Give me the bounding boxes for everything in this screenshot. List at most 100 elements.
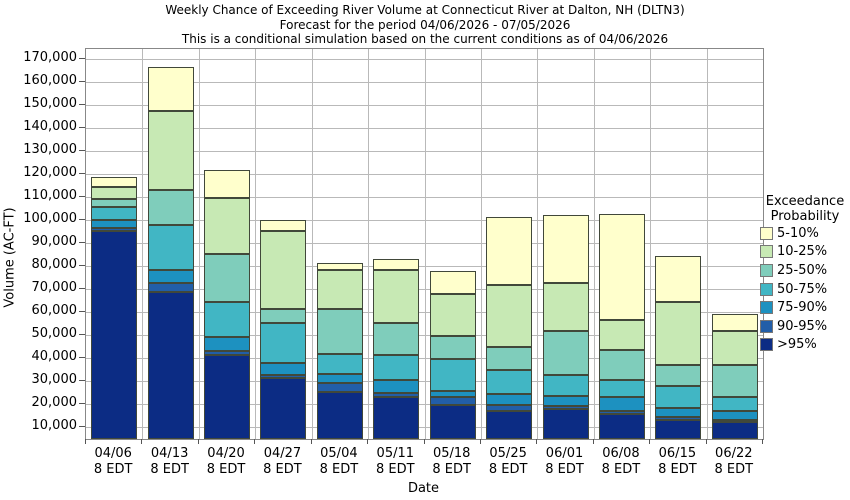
x-gridline [424,49,426,439]
legend-item: 50-75% [760,280,850,299]
y-tick-label: 30,000 [31,371,78,387]
x-gridline [255,49,257,439]
x-tick-label-date: 04/13 [150,446,189,461]
y-tick-label: 50,000 [31,325,78,341]
x-gridline [706,49,708,439]
bar-segment->95% [598,414,645,439]
bar-segment-10-25% [147,111,194,190]
x-gridline [537,49,539,439]
bar-segment-90-95% [91,227,138,232]
bar-segment-50-75% [429,358,476,392]
y-tick-mark [79,287,85,289]
legend-label: 5-10% [777,225,819,241]
x-tick-label-date: 05/25 [489,446,527,461]
x-tick-mark [367,439,369,444]
bar-segment-75-90% [260,363,307,375]
x-tick-label-date: 05/04 [320,446,358,461]
bar-segment-10-25% [204,197,251,255]
x-tick-label-date: 04/06 [94,446,132,461]
y-tick-label: 10,000 [31,417,78,433]
bar-segment-90-95% [598,410,645,415]
bar-segment-5-10% [260,219,307,232]
x-axis-title: Date [407,481,440,496]
y-tick-mark [79,195,85,197]
bar-segment-75-90% [373,379,420,394]
legend-label: 90-95% [777,318,828,334]
bar-segment-5-10% [655,256,702,303]
legend-items: 5-10% 10-25% 25-50% 50-75% 75-90% 90-95% >95% [760,224,850,354]
y-tick-label: 110,000 [23,187,77,203]
y-tick-mark [79,425,85,427]
legend-label: 25-50% [777,262,828,278]
x-tick-mark [85,439,86,444]
bar-segment-5-10% [429,271,476,295]
legend-item: 90-95% [760,317,850,336]
legend-swatch-50-75% [760,282,773,296]
bar-segment-75-90% [316,373,363,383]
bar-segment-90-95% [373,393,420,397]
y-tick-mark [79,333,85,335]
y-tick-mark [79,218,85,220]
x-tick-mark [762,439,763,444]
bar-segment->95% [316,392,363,439]
bar-segment-50-75% [260,323,307,364]
x-tick-label-date: 05/18 [432,446,471,461]
y-tick-label: 100,000 [23,210,77,226]
y-tick-label: 140,000 [23,118,77,134]
x-tick-mark [423,439,425,444]
bar-segment-90-95% [711,419,758,423]
bar-segment-5-10% [316,263,363,271]
y-tick-label: 60,000 [31,302,78,318]
y-tick-mark [79,241,85,243]
y-tick-mark [79,126,85,128]
x-tick-label-time: 8 EDT [263,462,302,477]
x-tick-label-date: 05/11 [376,446,415,461]
y-tick-mark [79,356,85,358]
legend-label: 50-75% [777,281,828,297]
bar-segment-25-50% [373,323,420,356]
x-tick-label-time: 8 EDT [488,462,528,477]
bar-segment-50-75% [147,225,194,271]
y-tick-label: 20,000 [31,394,78,410]
legend-swatch-90-95% [760,319,773,333]
legend-item: 10-25% [760,243,850,262]
x-tick-mark [254,439,256,444]
y-tick-label: 90,000 [31,233,78,249]
y-tick-mark [79,149,85,151]
bar-segment-25-50% [542,331,589,375]
y-tick-mark [79,310,85,312]
bar-segment->95% [204,355,251,439]
legend-title-line-2: Probability [770,209,840,224]
bar-segment->95% [711,422,758,439]
chart-title-line-1: Weekly Chance of Exceeding River Volume … [165,3,685,17]
x-tick-label-time: 8 EDT [375,462,415,477]
legend-swatch-10-25% [760,245,773,259]
y-tick-mark [79,57,85,59]
legend-label: >95% [777,337,817,353]
x-tick-label-date: 06/22 [715,446,753,461]
bar-segment-5-10% [542,215,589,283]
bar-segment-50-75% [486,370,533,395]
legend-swatch->95% [760,338,773,352]
y-tick-label: 150,000 [23,95,77,111]
x-tick-label-time: 8 EDT [714,462,754,477]
x-tick-label-time: 8 EDT [432,462,471,477]
bar-segment->95% [542,409,589,439]
y-tick-mark [79,103,85,105]
x-tick-label-time: 8 EDT [319,462,359,477]
bar-segment-50-75% [373,355,420,380]
bar-segment-25-50% [711,364,758,397]
legend-label: 10-25% [777,244,828,260]
bar-segment-25-50% [147,189,194,226]
bar-segment-50-75% [91,206,138,220]
x-tick-mark [479,439,481,444]
y-tick-label: 70,000 [31,279,78,295]
legend-swatch-5-10% [760,226,773,240]
bar-segment-25-50% [316,309,363,355]
x-tick-mark [310,439,312,444]
bar-segment-50-75% [655,386,702,409]
bar-segment-10-25% [373,270,420,324]
y-tick-label: 80,000 [31,256,78,272]
y-tick-label: 40,000 [31,348,78,364]
bar-segment->95% [147,292,194,439]
